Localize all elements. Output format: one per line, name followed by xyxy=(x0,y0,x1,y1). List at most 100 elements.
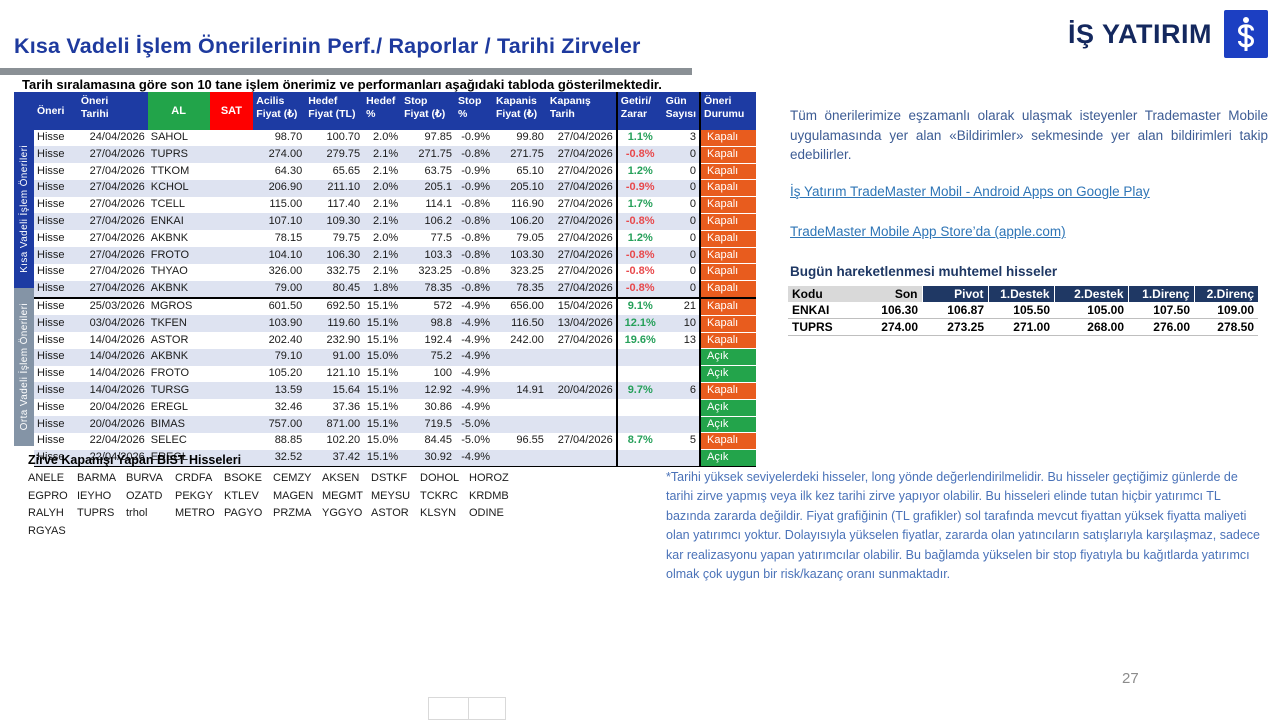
status-badge: Kapalı xyxy=(700,280,756,299)
zirve-ticker: DOHOL xyxy=(420,472,460,484)
cropped-table-fragment xyxy=(428,697,506,720)
logo-text: İŞ YATIRIM xyxy=(1067,18,1212,49)
status-badge: Kapalı xyxy=(700,179,756,198)
recommendation-row: Hisse 27/04/2026 THYAO 326.00 332.75 2.1% 323.… xyxy=(34,263,756,282)
recommendation-row: Hisse 14/04/2026 ASTOR 202.40 232.90 15.1% 192… xyxy=(34,332,756,350)
recommendation-row: Hisse 22/04/2026 EREGL 32.52 37.42 15.1% 30.92… xyxy=(34,449,756,467)
zirve-ticker: MEGMT xyxy=(322,489,363,502)
column-header: AL xyxy=(147,92,210,130)
zirve-ticker: BARMA xyxy=(77,472,117,484)
status-badge: Açık xyxy=(700,399,756,417)
recommendations-table-wrap: Kısa Vadeli İşlem Önerileri Orta Vadeli … xyxy=(14,92,756,467)
recommendation-row: Hisse 27/04/2026 TUPRS 274.00 279.75 2.1% 271.… xyxy=(34,146,756,164)
zirve-ticker: PRZMA xyxy=(273,507,312,519)
zirve-ticker: RGYAS xyxy=(28,524,66,537)
column-header: Hedef% xyxy=(363,92,402,130)
zirve-ticker: EGPRO xyxy=(28,489,68,502)
section-label-kisa-vadeli: Kısa Vadeli İşlem Önerileri xyxy=(14,130,34,288)
pivot-column-header: Kodu xyxy=(788,286,860,302)
column-header: Öneri Durumu xyxy=(700,92,756,130)
recommendation-row: Hisse 24/04/2026 SAHOL 98.70 100.70 2.0% 97.85… xyxy=(34,130,756,147)
column-header: Öneri xyxy=(34,92,78,130)
pivot-column-header: 2.Direnç xyxy=(1193,286,1258,302)
footnote-text: *Tarihi yüksek seviyelerdeki hisseler, l… xyxy=(666,470,1261,581)
zirve-ticker: PEKGY xyxy=(175,489,213,502)
recommendation-row: Hisse 25/03/2026 MGROS 601.50 692.50 15.1% 572… xyxy=(34,297,756,316)
status-badge: Kapalı xyxy=(700,196,756,214)
zirve-ticker: METRO xyxy=(175,507,215,519)
zirve-ticker: ANELE xyxy=(28,472,65,484)
title-underline xyxy=(0,68,692,75)
pivot-column-header: Pivot xyxy=(921,286,988,302)
zirve-ticker: KLSYN xyxy=(420,507,457,519)
zirve-ticker: KRDMB xyxy=(469,489,509,502)
isbank-logo-icon xyxy=(1224,10,1268,58)
pivot-column-header: 1.Destek xyxy=(987,286,1054,302)
zirve-ticker: trhol xyxy=(126,507,148,519)
status-badge: Kapalı xyxy=(700,297,756,316)
column-header: Stop% xyxy=(455,92,493,130)
trademaster-paragraph: Tüm önerilerimize eşzamanlı olarak ulaşm… xyxy=(790,108,1268,163)
subtitle: Tarih sıralamasına göre son 10 tane işle… xyxy=(22,77,662,92)
column-header: Stop Fiyat (₺) xyxy=(401,92,456,130)
zirve-ticker: BURVA xyxy=(126,472,163,484)
status-badge: Kapalı xyxy=(700,332,756,350)
column-header: Kapanış Tarih xyxy=(546,92,617,130)
table-sidebar-header xyxy=(14,92,34,130)
zirve-ticker: CEMZY xyxy=(273,472,312,484)
pivot-row: ENKAI 106.30 106.87 105.50 105.00 107.50 109.0… xyxy=(788,302,1258,319)
pivot-column-header: 2.Destek xyxy=(1053,286,1128,302)
recommendation-row: Hisse 20/04/2026 EREGL 32.46 37.36 15.1% 30.86… xyxy=(34,399,756,417)
status-badge: Açık xyxy=(700,416,756,434)
page-number: 27 xyxy=(1122,670,1139,687)
zirve-ticker-grid: ANELE BARMA BURVA CRDFA BSOKE CEMZY AKSEN DSTKF… xyxy=(28,472,518,542)
zirve-ticker: HOROZ xyxy=(469,472,509,484)
column-header: Öneri Tarihi xyxy=(77,92,148,130)
status-badge: Açık xyxy=(700,449,756,467)
zirve-ticker: CRDFA xyxy=(175,472,213,484)
recommendation-row: Hisse 20/04/2026 BIMAS 757.00 871.00 15.1% 719… xyxy=(34,416,756,434)
recommendations-table: Öneri Öneri Tarihi AL SAT Acilis Fiyat (₺) Hede… xyxy=(34,92,756,467)
zirve-ticker: DSTKF xyxy=(371,472,408,484)
pivot-column-header: Son xyxy=(860,286,922,302)
recommendation-row: Hisse 03/04/2026 TKFEN 103.90 119.60 15.1% 98.… xyxy=(34,315,756,333)
google-play-link[interactable]: İş Yatırım TradeMaster Mobil - Android A… xyxy=(790,184,1150,199)
zirve-ticker: MAGEN xyxy=(273,489,314,502)
zirve-section-title: Zirve Kapanışı Yapan BIST Hisseleri xyxy=(28,453,242,467)
app-store-link[interactable]: TradeMaster Mobile App Store’da (apple.c… xyxy=(790,224,1066,239)
recommendation-row: Hisse 27/04/2026 FROTO 104.10 106.30 2.1% 103.… xyxy=(34,247,756,265)
status-badge: Açık xyxy=(700,365,756,383)
recommendation-row: Hisse 27/04/2026 KCHOL 206.90 211.10 2.0% 205.… xyxy=(34,179,756,198)
pivot-column-header: 1.Direnç xyxy=(1127,286,1194,302)
zirve-ticker: TUPRS xyxy=(77,507,115,519)
status-badge: Kapalı xyxy=(700,247,756,265)
status-badge: Kapalı xyxy=(700,315,756,333)
status-badge: Açık xyxy=(700,348,756,367)
recommendation-row: Hisse 14/04/2026 AKBNK 79.10 91.00 15.0% 75.2-… xyxy=(34,348,756,367)
zirve-ticker: ASTOR xyxy=(371,507,409,519)
logo: İŞ YATIRIM xyxy=(1068,10,1268,58)
column-header: Acilis Fiyat (₺) xyxy=(253,92,306,130)
section-label-orta-vadeli: Orta Vadeli İşlem Önerileri xyxy=(14,288,34,446)
status-badge: Kapalı xyxy=(700,130,756,147)
recommendation-row: Hisse 27/04/2026 TCELL 115.00 117.40 2.1% 114.… xyxy=(34,196,756,214)
column-header: Gün Sayısı xyxy=(662,92,702,130)
pivot-row: TUPRS 274.00 273.25 271.00 268.00 276.00 278.5… xyxy=(788,318,1258,336)
status-badge: Kapalı xyxy=(700,230,756,248)
status-badge: Kapalı xyxy=(700,432,756,451)
recommendation-row: Hisse 27/04/2026 AKBNK 78.15 79.75 2.0% 77.5 -0… xyxy=(34,230,756,248)
zirve-ticker: OZATD xyxy=(126,489,163,502)
zirve-ticker: PAGYO xyxy=(224,507,263,519)
status-badge: Kapalı xyxy=(700,382,756,400)
zirve-ticker: IEYHO xyxy=(77,489,112,502)
column-header: SAT xyxy=(209,92,254,130)
pivot-table-title: Bugün hareketlenmesi muhtemel hisseler xyxy=(790,264,1058,279)
zirve-ticker: ODINE xyxy=(469,507,504,519)
column-header: Hedef Fiyat (TL) xyxy=(305,92,364,130)
zirve-ticker: AKSEN xyxy=(322,472,360,484)
recommendation-row: Hisse 14/04/2026 TURSG 13.59 15.64 15.1% 12.92… xyxy=(34,382,756,400)
recommendation-row: Hisse 27/04/2026 ENKAI 107.10 109.30 2.1% 106.… xyxy=(34,213,756,231)
recommendation-row: Hisse 22/04/2026 SELEC 88.85 102.20 15.0% 84.4… xyxy=(34,432,756,451)
column-header: Kapanis Fiyat (₺) xyxy=(492,92,547,130)
zirve-ticker: YGGYO xyxy=(322,507,363,519)
